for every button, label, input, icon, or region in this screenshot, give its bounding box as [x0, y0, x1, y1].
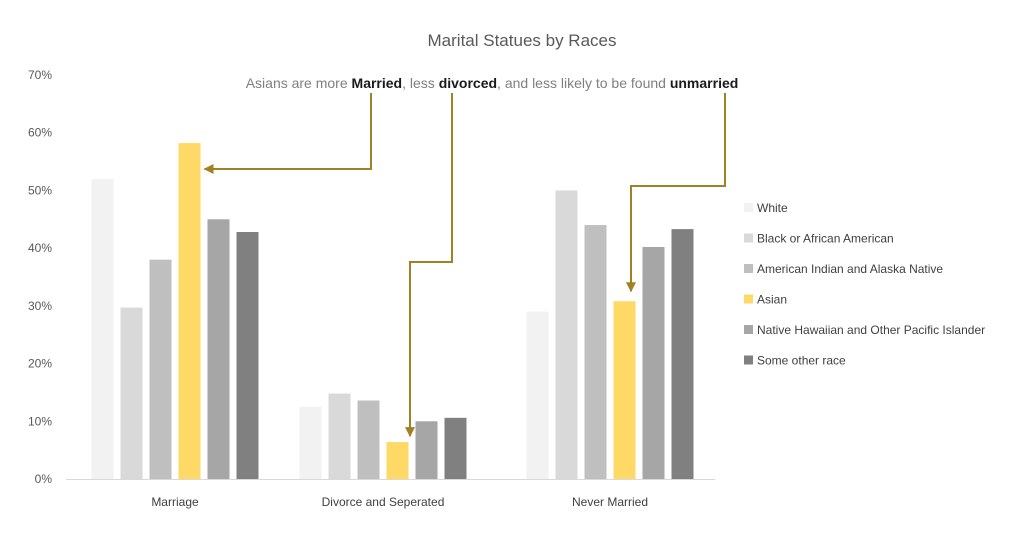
annotation-part: Asians are more	[246, 75, 352, 91]
bar	[555, 190, 578, 479]
annotation-married: Married	[352, 75, 403, 91]
legend-label: Asian	[757, 293, 787, 307]
chart-annotation: Asians are more Married, less divorced, …	[246, 75, 739, 91]
bar	[328, 393, 351, 479]
bar	[236, 231, 259, 479]
bar	[415, 421, 438, 479]
legend-label: American Indian and Alaska Native	[757, 262, 943, 276]
legend-label: Some other race	[757, 354, 846, 368]
y-tick-label: 40%	[28, 241, 52, 255]
x-tick-label: Marriage	[151, 495, 199, 509]
bar	[178, 143, 201, 480]
y-tick-label: 60%	[28, 126, 52, 140]
x-tick-label: Divorce and Seperated	[322, 495, 445, 509]
bar	[91, 178, 114, 479]
legend-label: Native Hawaiian and Other Pacific Island…	[757, 323, 985, 337]
bar	[207, 219, 230, 480]
legend-label: White	[757, 201, 788, 215]
legend-label: Black or African American	[757, 232, 894, 246]
y-tick-label: 30%	[28, 299, 52, 313]
bar	[584, 225, 607, 479]
y-tick-label: 0%	[35, 472, 53, 486]
legend-swatch	[744, 355, 753, 365]
bar	[526, 311, 549, 479]
x-tick-label: Never Married	[572, 495, 648, 509]
annotation-unmarried: unmarried	[670, 75, 738, 91]
arrow-married	[203, 93, 372, 174]
legend: White Black or African American American I…	[744, 201, 985, 368]
arrow-unmarried	[626, 93, 726, 293]
bar	[120, 307, 143, 479]
bar	[357, 400, 380, 479]
legend-swatch	[744, 233, 753, 243]
x-axis: Marriage Divorce and Seperated Never Marri…	[66, 479, 715, 509]
bar	[642, 246, 665, 479]
y-tick-label: 70%	[28, 68, 52, 82]
legend-swatch	[744, 325, 753, 334]
bar	[299, 406, 322, 479]
annotation-divorced: divorced	[439, 75, 497, 91]
y-axis: 0% 10% 20% 30% 40% 50% 60% 70%	[28, 68, 52, 486]
legend-swatch	[744, 203, 753, 212]
bar	[444, 417, 467, 479]
bar	[386, 442, 409, 479]
arrow-divorced	[405, 93, 453, 438]
annotation-part: , less	[402, 75, 439, 91]
bar	[149, 259, 172, 479]
legend-swatch	[744, 264, 753, 273]
chart-title: Marital Statues by Races	[428, 31, 617, 50]
y-tick-label: 10%	[28, 414, 52, 428]
legend-swatch	[744, 294, 753, 304]
y-tick-label: 20%	[28, 357, 52, 371]
bar	[671, 229, 694, 479]
annotation-arrows	[203, 93, 726, 438]
annotation-part: , and less likely to be found	[497, 75, 670, 91]
bars	[91, 143, 694, 480]
bar	[613, 301, 636, 479]
y-tick-label: 50%	[28, 183, 52, 197]
